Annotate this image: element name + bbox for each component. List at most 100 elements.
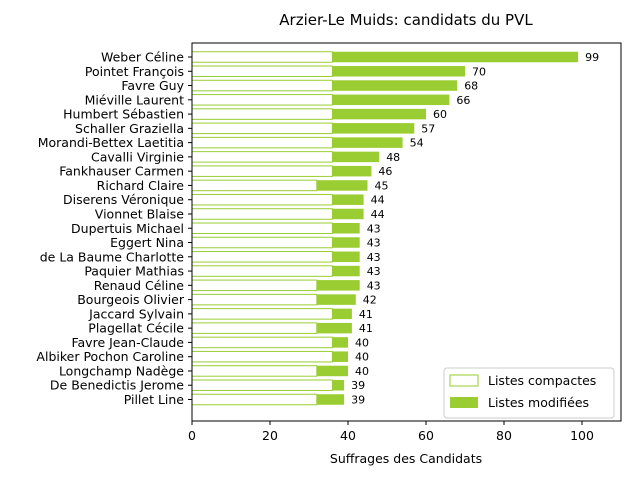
axes <box>191 42 622 422</box>
total-label: 41 <box>359 308 373 321</box>
total-label: 42 <box>363 294 377 307</box>
legend-frame <box>443 367 615 419</box>
data-labels: 9970686660575448464544444343434343424141… <box>351 51 599 407</box>
bar-compact <box>191 51 333 63</box>
bar-compact <box>191 208 333 220</box>
category-label: Plagellat Cécile <box>88 321 184 336</box>
bar-compact <box>191 151 333 163</box>
total-label: 45 <box>375 179 389 192</box>
total-label: 40 <box>355 336 369 349</box>
total-label: 43 <box>367 279 381 292</box>
legend: Listes compactes Listes modifiées <box>443 367 615 419</box>
bar-modified <box>332 337 348 348</box>
bar-modified <box>316 365 348 377</box>
bar-compact <box>191 94 333 106</box>
x-tick-label: 0 <box>188 428 196 443</box>
total-label: 70 <box>472 65 486 78</box>
x-tick-label: 20 <box>262 428 278 443</box>
category-label: Jaccard Sylvain <box>88 306 184 321</box>
category-label: Weber Céline <box>101 50 184 65</box>
total-label: 54 <box>410 137 424 150</box>
bar-compact <box>191 265 333 277</box>
total-label: 40 <box>355 351 369 364</box>
total-label: 41 <box>359 322 373 335</box>
total-label: 43 <box>367 222 381 235</box>
total-label: 66 <box>456 94 470 107</box>
bar-compact <box>191 308 333 320</box>
bar-compact <box>191 379 333 391</box>
bar-modified <box>332 94 450 106</box>
x-ticks: 0 20 40 60 80 100 <box>188 421 594 443</box>
x-tick-label: 60 <box>418 428 434 443</box>
bar-compact <box>191 236 333 249</box>
bar-modified <box>332 194 364 205</box>
total-label: 44 <box>371 194 385 207</box>
chart-title: Arzier-Le Muids: candidats du PVL <box>279 11 533 29</box>
legend-swatch-compact <box>449 374 479 387</box>
x-tick-label: 80 <box>496 428 512 443</box>
category-label: Humbert Sébastien <box>63 107 184 122</box>
bar-modified <box>316 322 352 334</box>
bar-modified <box>332 66 465 77</box>
bar-modified <box>332 80 458 91</box>
category-label: Fankhauser Carmen <box>59 164 184 179</box>
bar-modified <box>332 108 426 120</box>
category-label: Albiker Pochon Caroline <box>36 349 184 364</box>
bar-modified <box>316 294 356 305</box>
bar-compact <box>191 322 318 334</box>
total-label: 39 <box>351 379 365 392</box>
category-label: Eggert Nina <box>110 235 184 250</box>
category-label: Longchamp Nadège <box>59 363 184 378</box>
bar-modified <box>332 51 579 63</box>
total-label: 44 <box>371 208 385 221</box>
category-label: Miéville Laurent <box>85 92 184 107</box>
category-label: Paquier Mathias <box>84 264 184 279</box>
bar-compact <box>191 122 333 135</box>
category-label: Favre Jean-Claude <box>71 335 184 350</box>
legend-swatch-modified <box>450 397 478 408</box>
bar-compact <box>191 136 333 149</box>
total-label: 43 <box>367 265 381 278</box>
bar-compact <box>191 393 318 406</box>
bar-modified <box>332 379 345 391</box>
bar-compact <box>191 165 333 177</box>
bar-modified <box>316 280 360 291</box>
bar-modified <box>332 308 352 320</box>
bar-modified <box>332 208 364 220</box>
x-tick-label: 100 <box>570 428 594 443</box>
category-label: Schaller Graziella <box>75 121 184 136</box>
category-label: Morandi-Bettex Laetitia <box>38 135 184 150</box>
bar-compact <box>191 179 318 192</box>
bar-modified <box>332 251 360 263</box>
total-label: 40 <box>355 365 369 378</box>
category-label: Vionnet Blaise <box>95 206 185 221</box>
bar-modified <box>332 151 380 163</box>
bar-modified <box>332 223 360 234</box>
total-label: 46 <box>378 165 392 178</box>
plot-frame <box>191 42 622 422</box>
total-label: 48 <box>386 151 400 164</box>
bar-compact <box>191 79 333 92</box>
bar-modified <box>332 351 348 362</box>
bar-compact <box>191 251 333 263</box>
bar-modified <box>332 237 360 248</box>
bar-compact <box>191 193 333 206</box>
total-label: 39 <box>351 394 365 407</box>
category-label: Pillet Line <box>124 392 185 407</box>
bar-compact <box>191 222 333 234</box>
bar-compact <box>191 65 333 78</box>
bar-compact <box>191 279 318 292</box>
bar-modified <box>332 165 372 177</box>
total-label: 57 <box>421 122 435 135</box>
total-label: 68 <box>464 80 478 93</box>
category-label: Favre Guy <box>121 78 184 93</box>
category-label: Cavalli Virginie <box>91 149 184 164</box>
total-label: 43 <box>367 251 381 264</box>
bar-compact <box>191 365 318 377</box>
category-label: Richard Claire <box>97 178 185 193</box>
category-label: Diserens Véronique <box>63 192 184 207</box>
category-label: De Benedictis Jerome <box>50 378 184 393</box>
category-label: Bourgeois Olivier <box>77 292 185 307</box>
